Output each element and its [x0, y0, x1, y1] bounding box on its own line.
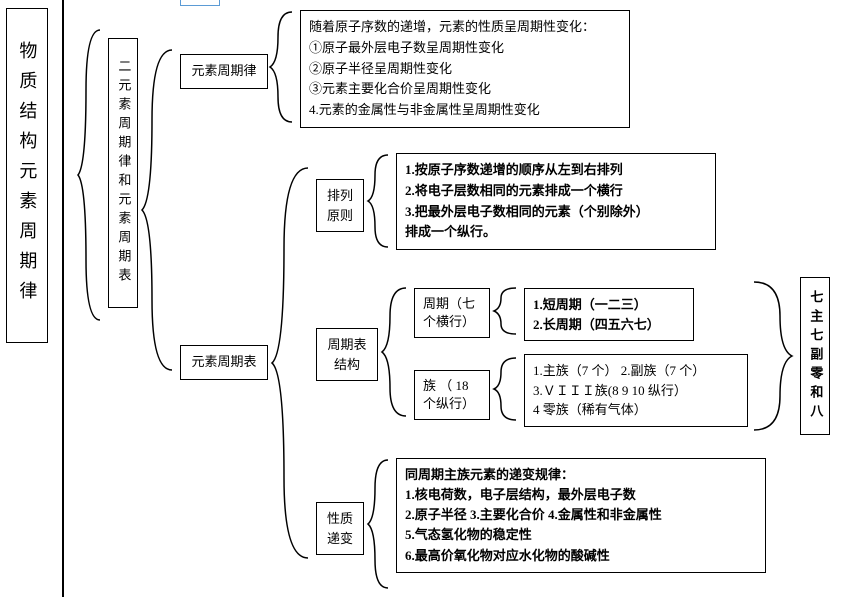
brace-2: [142, 50, 178, 370]
brace-8: [494, 358, 522, 420]
period-label: 周期（七 个横行）: [414, 288, 490, 338]
arrange-content: 1.按原子序数递增的顺序从左到右排列 2.将电子层数相同的元素排成一个横行 3.…: [396, 153, 716, 250]
brace-3: [270, 12, 298, 122]
main-title: 物质结构元素周期律: [6, 8, 48, 343]
level2-title: 二元素周期律和元素周期表: [108, 38, 138, 308]
brace-6: [382, 288, 412, 416]
period-content: 1.短周期（一二三） 2.长周期（四五六七）: [524, 288, 694, 341]
brace-right: [754, 282, 796, 430]
partial-box-top: 市: [180, 0, 220, 6]
right-summary: 七主七副零和八: [800, 277, 830, 435]
brace-5: [368, 155, 394, 247]
group-label: 族 （ 18 个纵行）: [414, 370, 490, 420]
brace-9: [368, 460, 394, 588]
group-content: 1.主族（7 个） 2.副族（7 个） 3.ＶＩＩＩ族(8 9 10 纵行） 4…: [524, 354, 748, 427]
vertical-divider: [62, 0, 64, 597]
brace-4: [272, 168, 314, 558]
law-content: 随着原子序数的递增，元素的性质呈周期性变化： ①原子最外层电子数呈周期性变化 ②…: [300, 10, 630, 128]
node-periodic-law: 元素周期律: [180, 54, 268, 89]
node-arrange: 排列 原则: [316, 179, 364, 232]
properties-content: 同周期主族元素的递变规律： 1.核电荷数，电子层结构，最外层电子数 2.原子半径…: [396, 458, 766, 573]
brace-1: [78, 30, 106, 320]
node-periodic-table: 元素周期表: [180, 345, 268, 380]
brace-7: [494, 288, 522, 334]
node-properties: 性质 递变: [316, 502, 364, 555]
node-structure: 周期表 结构: [316, 328, 378, 381]
